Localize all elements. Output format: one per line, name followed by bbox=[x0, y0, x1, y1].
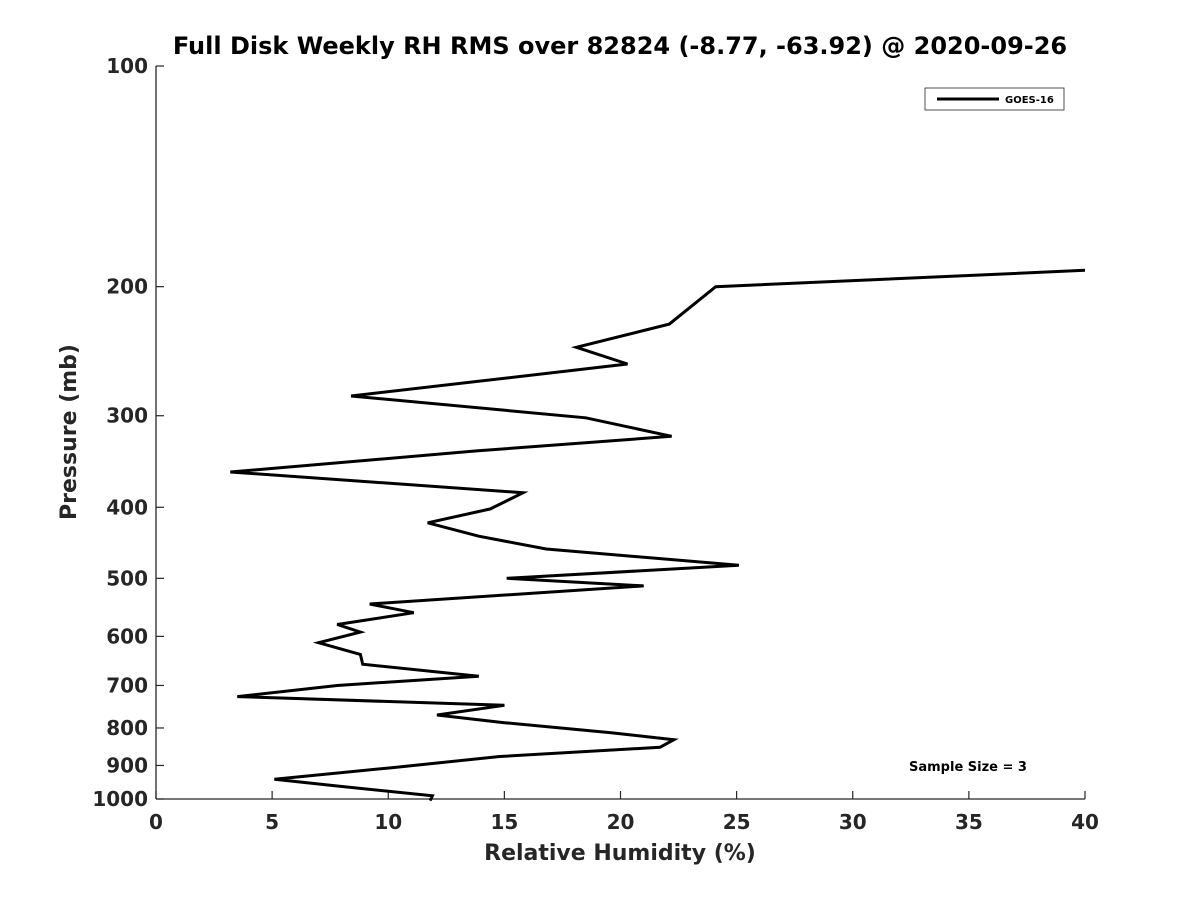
x-tick-label: 0 bbox=[149, 810, 163, 834]
x-axis-label: Relative Humidity (%) bbox=[484, 841, 756, 866]
y-tick-label: 600 bbox=[106, 624, 148, 648]
x-tick-label: 20 bbox=[607, 810, 635, 834]
x-tick-label: 30 bbox=[839, 810, 867, 834]
x-tick-label: 10 bbox=[374, 810, 402, 834]
y-tick-label: 800 bbox=[106, 716, 148, 740]
x-tick-label: 25 bbox=[723, 810, 751, 834]
legend: GOES-16 bbox=[924, 87, 1065, 111]
x-tick-label: 15 bbox=[490, 810, 518, 834]
y-axis-label: Pressure (mb) bbox=[57, 344, 82, 520]
x-tick-label: 35 bbox=[955, 810, 983, 834]
series-line-goes-16 bbox=[230, 268, 1086, 802]
y-tick-label: 300 bbox=[106, 404, 148, 428]
series bbox=[230, 268, 1086, 802]
sample-size-annotation: Sample Size = 3 bbox=[909, 760, 1027, 775]
y-ticks: 100 200 300 400 500 600 700 800 900 1000 bbox=[92, 54, 164, 811]
y-tick-label: 200 bbox=[106, 275, 148, 299]
x-ticks: 0 5 10 15 20 25 30 35 40 bbox=[149, 791, 1099, 834]
chart-title: Full Disk Weekly RH RMS over 82824 (-8.7… bbox=[173, 32, 1067, 60]
y-tick-label: 1000 bbox=[92, 787, 148, 811]
y-tick-label: 500 bbox=[106, 566, 148, 590]
y-tick-label: 900 bbox=[106, 753, 148, 777]
x-tick-label: 40 bbox=[1071, 810, 1099, 834]
y-tick-label: 400 bbox=[106, 495, 148, 519]
x-tick-label: 5 bbox=[265, 810, 279, 834]
y-tick-label: 700 bbox=[106, 673, 148, 697]
y-tick-label: 100 bbox=[106, 54, 148, 78]
legend-label-goes-16: GOES-16 bbox=[1005, 95, 1054, 106]
